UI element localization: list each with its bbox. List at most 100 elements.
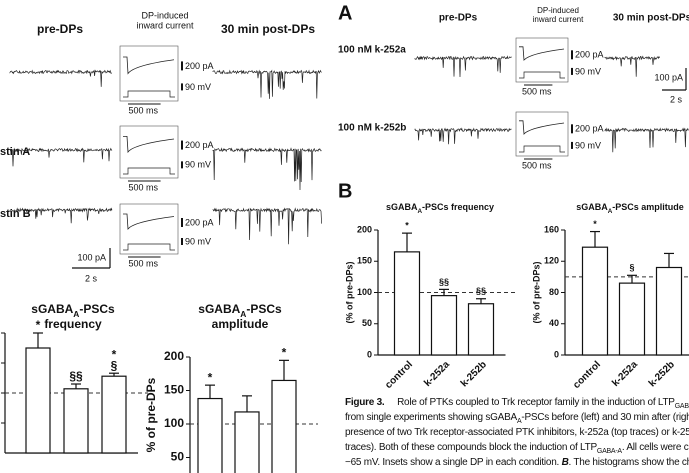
scale-bar xyxy=(571,67,573,75)
x-tick-label: control xyxy=(383,359,415,391)
title-text: amplitude xyxy=(212,317,269,331)
bar xyxy=(618,282,646,356)
column-title: 30 min post-DPs xyxy=(613,13,689,24)
inset-voltage-scale: 90 mV xyxy=(575,66,601,76)
column-title: inward current xyxy=(533,15,584,24)
y-tick-label: 160 xyxy=(544,224,559,234)
scale-bar xyxy=(181,83,183,91)
inset-voltage xyxy=(123,90,175,98)
bar xyxy=(655,266,683,356)
title-text: -PSCs frequency xyxy=(422,202,494,212)
column-title: 30 min post-DPs xyxy=(221,22,315,36)
trace xyxy=(414,55,512,78)
row-label: 100 nM k-252b xyxy=(338,123,406,134)
inset-current-scale: 200 pA xyxy=(185,217,214,227)
caption-text: . All cells were clamped xyxy=(621,442,689,453)
x-tick-label: k-252b xyxy=(459,359,489,389)
inset-time-scale: 500 ms xyxy=(128,105,158,115)
inset-current xyxy=(123,136,175,154)
y-tick-label: 100 xyxy=(357,287,372,297)
caption-text: Role of PTKs coupled to Trk receptor fam… xyxy=(384,397,675,408)
significance-mark: § xyxy=(111,358,118,372)
title-text: -PSCs xyxy=(246,302,282,316)
y-tick-label: 50 xyxy=(362,318,372,328)
column-title: pre-DPs xyxy=(439,13,478,24)
caption-text: traces). Both of these compounds block t… xyxy=(345,442,597,453)
subscript: GABA-A xyxy=(596,448,622,455)
caption-line: traces). Both of these compounds block t… xyxy=(345,440,689,455)
bar xyxy=(197,397,223,473)
trace xyxy=(212,207,322,245)
trace xyxy=(212,147,322,191)
significance-mark: * xyxy=(405,221,409,231)
inset-frame xyxy=(119,45,179,102)
trace xyxy=(9,207,113,224)
chart-title: sGABAA-PSCs xyxy=(31,302,115,319)
inset-current-scale: 200 pA xyxy=(185,61,214,71)
inset-time-scale: 500 ms xyxy=(522,86,552,96)
y-tick-label: 200 xyxy=(164,349,184,363)
trace xyxy=(212,69,322,99)
subscript: A xyxy=(516,418,522,425)
y-tick-label: 150 xyxy=(164,383,184,397)
inset-frame xyxy=(119,203,179,255)
x-tick-label: k-252b xyxy=(647,359,677,389)
title-text: frequency xyxy=(44,317,102,331)
scale-bar xyxy=(571,141,573,149)
inset-frame xyxy=(515,37,569,83)
x-tick-label: k-252a xyxy=(422,359,452,389)
inset-current-scale: 200 pA xyxy=(575,50,604,60)
inset-frame xyxy=(119,125,179,179)
subscript: A xyxy=(73,309,79,319)
x-tick-label: control xyxy=(571,359,603,391)
significance-mark: §§ xyxy=(476,286,486,296)
inset-current-scale: 200 pA xyxy=(185,140,214,150)
chart-title: frequency xyxy=(44,317,102,331)
scale-bar xyxy=(181,161,183,169)
title-text: sGABA xyxy=(198,302,240,316)
caption-text: presence of two Trk receptor-associated … xyxy=(345,427,689,438)
subscript: GABA-A xyxy=(674,403,689,410)
chart-title: sGABAA-PSCs xyxy=(198,302,282,319)
x-tick-label: k-252a xyxy=(610,359,640,389)
caption-text: −65 mV. Insets show a single DP in each … xyxy=(345,457,562,468)
bar xyxy=(63,388,89,454)
inset-voltage-scale: 90 mV xyxy=(185,160,211,170)
trace xyxy=(604,55,660,77)
inset-current xyxy=(519,46,565,61)
column-title: DP-induced xyxy=(537,6,579,15)
trace xyxy=(9,69,113,87)
inset-current xyxy=(123,56,175,75)
scale-label: 2 s xyxy=(85,273,98,283)
inset-frame xyxy=(515,111,569,157)
scale-bar xyxy=(181,218,183,227)
trace xyxy=(414,127,512,145)
scale-label: 100 pA xyxy=(654,72,683,82)
significance-mark: * xyxy=(208,370,213,384)
bar xyxy=(467,303,495,356)
title-text: sGABA xyxy=(576,202,608,212)
y-tick-label: 150 xyxy=(357,256,372,266)
bar xyxy=(271,379,297,473)
scale-label: 2 s xyxy=(670,94,683,104)
inset-voltage-scale: 90 mV xyxy=(185,82,211,92)
caption-text: . The histograms show the change xyxy=(568,457,689,468)
column-title: DP-induced xyxy=(141,10,188,20)
inset-time-scale: 500 ms xyxy=(522,160,552,170)
title-text: sGABA xyxy=(386,202,418,212)
significance-mark: * xyxy=(282,346,287,360)
chart-title: amplitude xyxy=(212,317,269,331)
bar xyxy=(101,375,127,454)
inset-current xyxy=(519,120,565,135)
title-text: -PSCs amplitude xyxy=(612,202,684,212)
inset-voltage-scale: 90 mV xyxy=(185,236,211,246)
y-axis-label: % of pre-DPs xyxy=(144,377,158,452)
inset-time-scale: 500 ms xyxy=(128,182,158,192)
significance-mark: * xyxy=(112,347,117,361)
subscript: A xyxy=(608,208,613,215)
subscript: A xyxy=(240,309,246,319)
significance-mark: §§ xyxy=(69,369,83,383)
scale-bar xyxy=(181,61,183,71)
